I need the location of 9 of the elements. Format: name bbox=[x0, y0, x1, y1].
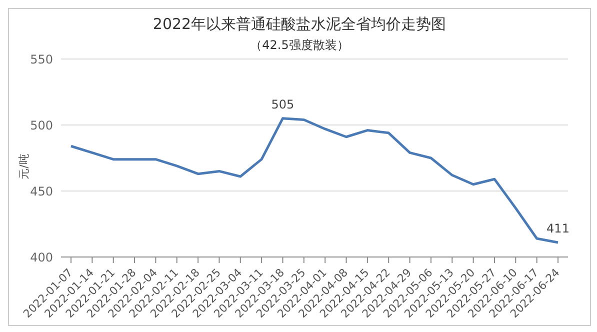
data-label: 411 bbox=[546, 221, 570, 236]
y-tick-label: 550 bbox=[30, 52, 53, 66]
data-label: 505 bbox=[271, 97, 294, 112]
chart-title: 2022年以来普通硅酸盐水泥全省均价走势图 bbox=[152, 15, 448, 34]
chart-subtitle: （42.5强度散装） bbox=[249, 37, 350, 54]
y-tick-label: 450 bbox=[30, 184, 53, 198]
y-axis-title: 元/吨 bbox=[16, 152, 32, 182]
y-tick-label: 400 bbox=[30, 250, 53, 264]
y-tick-label: 500 bbox=[30, 118, 53, 132]
